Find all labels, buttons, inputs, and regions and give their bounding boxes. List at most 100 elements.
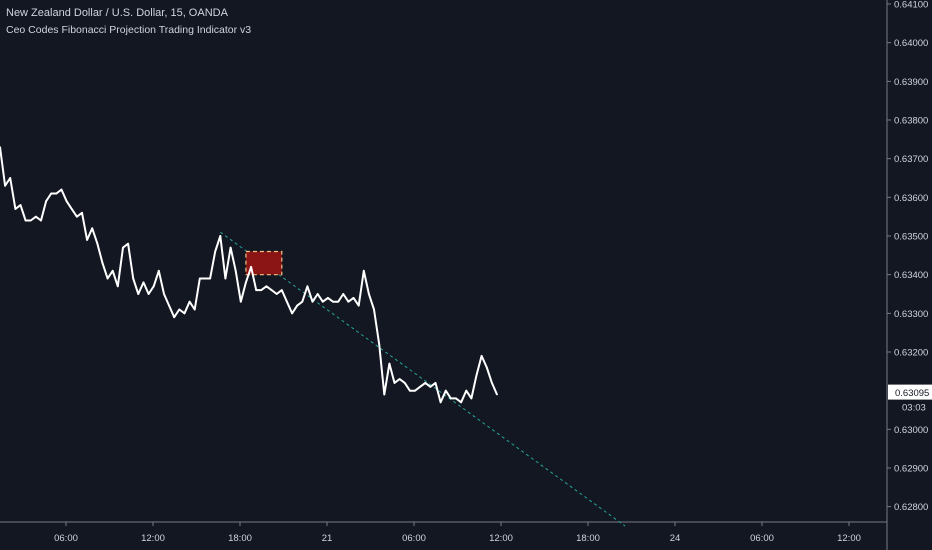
price-point bbox=[193, 308, 196, 311]
chart-title: New Zealand Dollar / U.S. Dollar, 15, OA… bbox=[6, 7, 228, 19]
price-point bbox=[296, 304, 299, 307]
price-point bbox=[286, 300, 288, 303]
y-tick-label: 0.62900 bbox=[894, 464, 928, 475]
price-point bbox=[132, 277, 135, 280]
price-point bbox=[398, 378, 401, 380]
y-tick-label: 0.63900 bbox=[894, 77, 928, 88]
price-point bbox=[475, 374, 478, 377]
price-point bbox=[70, 208, 73, 210]
price-point bbox=[34, 215, 37, 218]
price-point bbox=[65, 200, 68, 203]
price-point bbox=[86, 238, 89, 241]
y-tick-label: 0.63000 bbox=[894, 425, 928, 436]
x-tick-label: 06:00 bbox=[750, 533, 774, 544]
x-tick-label: 06:00 bbox=[402, 533, 426, 544]
countdown-label: 03:03 bbox=[902, 403, 926, 414]
price-point bbox=[163, 293, 165, 295]
price-point bbox=[0, 146, 1, 148]
price-point bbox=[214, 250, 217, 253]
price-point bbox=[270, 289, 273, 292]
price-point bbox=[260, 289, 263, 292]
x-tick-label: 24 bbox=[670, 533, 681, 544]
price-point bbox=[280, 289, 283, 292]
price-point bbox=[321, 300, 324, 303]
price-point bbox=[19, 204, 22, 206]
y-tick-label: 0.63800 bbox=[894, 116, 928, 127]
price-point bbox=[152, 285, 155, 288]
price-point bbox=[419, 385, 422, 388]
price-point bbox=[449, 397, 452, 400]
price-point bbox=[75, 215, 78, 218]
price-point bbox=[368, 293, 370, 295]
price-point bbox=[439, 401, 442, 404]
price-point bbox=[4, 184, 7, 187]
price-point bbox=[96, 242, 99, 245]
price-point bbox=[275, 293, 278, 295]
x-axis: 06:00 12:00 18:00 21 06:00 12:00 18:00 24 06:00 1… bbox=[0, 521, 887, 544]
price-point bbox=[327, 296, 329, 299]
price-point bbox=[424, 382, 427, 384]
entry-zone-box[interactable] bbox=[245, 250, 283, 276]
price-point bbox=[239, 300, 242, 303]
x-tick-label: 18:00 bbox=[228, 533, 252, 544]
price-point bbox=[45, 200, 48, 203]
price-point bbox=[50, 192, 53, 195]
price-point bbox=[142, 281, 145, 284]
indicator-title: Ceo Codes Fibonacci Projection Trading I… bbox=[6, 24, 252, 36]
price-point bbox=[383, 393, 386, 396]
price-point bbox=[168, 304, 170, 307]
price-point bbox=[306, 285, 309, 288]
x-tick-label: 18:00 bbox=[576, 533, 600, 544]
x-tick-label: 06:00 bbox=[54, 533, 78, 544]
price-point bbox=[204, 277, 206, 280]
y-axis: 0.64100 0.64000 0.63900 0.63800 0.63700 0.636… bbox=[886, 0, 932, 550]
y-tick-label: 0.63200 bbox=[894, 348, 928, 359]
price-point bbox=[55, 192, 58, 195]
price-point bbox=[291, 312, 293, 315]
y-tick-label: 0.63700 bbox=[894, 154, 928, 165]
x-tick-label: 12:00 bbox=[489, 533, 513, 544]
price-point bbox=[265, 285, 268, 288]
price-point bbox=[496, 393, 498, 396]
price-point bbox=[111, 269, 114, 272]
price-point bbox=[311, 300, 314, 303]
y-tick-label: 0.63300 bbox=[894, 309, 928, 320]
y-tick-label: 0.63400 bbox=[894, 270, 928, 281]
price-point bbox=[147, 293, 150, 295]
y-tick-label: 0.62800 bbox=[894, 502, 928, 513]
price-point bbox=[127, 242, 129, 245]
price-point bbox=[444, 389, 447, 392]
y-tick-label: 0.64000 bbox=[894, 38, 928, 49]
x-tick-label: 12:00 bbox=[837, 533, 861, 544]
price-point bbox=[178, 308, 181, 311]
price-series-line[interactable] bbox=[0, 146, 498, 404]
current-price-label: 0.63095 bbox=[895, 388, 929, 399]
price-point bbox=[490, 382, 493, 384]
price-point bbox=[429, 385, 432, 388]
price-point bbox=[234, 269, 237, 272]
price-point bbox=[157, 269, 160, 272]
price-point bbox=[301, 300, 304, 303]
plot-area[interactable] bbox=[0, 146, 626, 527]
x-tick-label: 12:00 bbox=[141, 533, 165, 544]
price-point bbox=[470, 397, 473, 400]
price-point bbox=[347, 300, 350, 303]
price-point bbox=[209, 277, 211, 280]
price-point bbox=[455, 397, 457, 400]
price-point bbox=[116, 285, 119, 288]
price-point bbox=[465, 389, 468, 392]
price-point bbox=[9, 177, 12, 179]
price-point bbox=[219, 235, 222, 237]
y-tick-label: 0.64100 bbox=[894, 0, 928, 11]
price-point bbox=[137, 293, 140, 295]
price-point bbox=[229, 246, 232, 249]
price-point bbox=[337, 300, 340, 303]
price-point bbox=[460, 401, 463, 404]
price-point bbox=[388, 362, 391, 365]
current-price-tag bbox=[888, 384, 932, 400]
price-point bbox=[250, 266, 252, 268]
price-point bbox=[101, 262, 104, 264]
price-point bbox=[29, 219, 32, 222]
price-point bbox=[403, 382, 406, 384]
